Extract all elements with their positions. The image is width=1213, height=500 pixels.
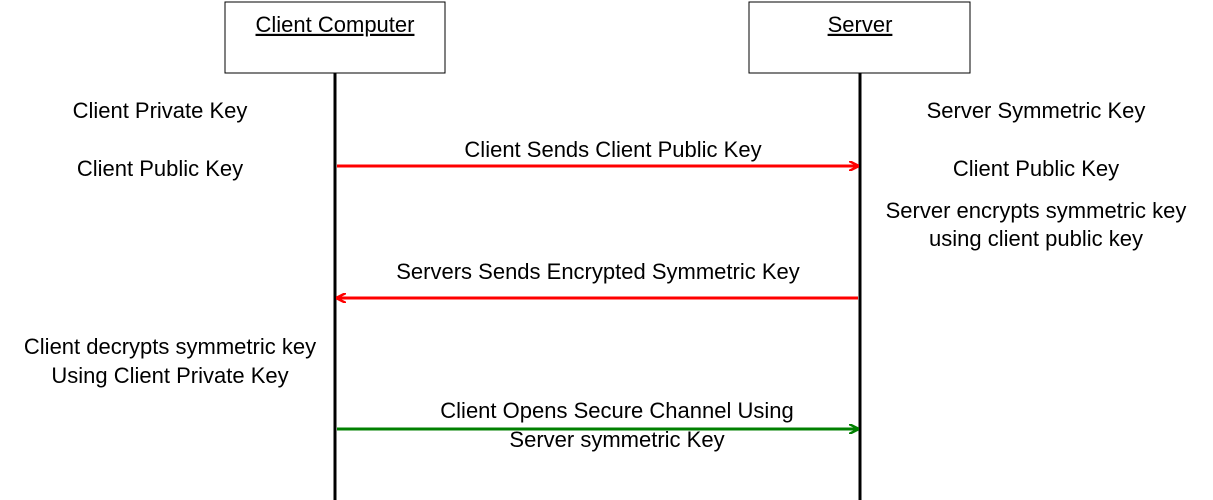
participant-box: [224, 1, 446, 74]
note: using client public key: [929, 226, 1143, 251]
message-label: Server symmetric Key: [509, 427, 724, 452]
note: Client decrypts symmetric key: [24, 334, 316, 359]
note: Using Client Private Key: [51, 363, 288, 388]
note: Server Symmetric Key: [927, 98, 1146, 123]
participant-label: Server: [828, 12, 893, 37]
note: Client Private Key: [73, 98, 248, 123]
message-label: Servers Sends Encrypted Symmetric Key: [396, 259, 799, 284]
note: Client Public Key: [77, 156, 243, 181]
message-label: Client Opens Secure Channel Using: [440, 398, 793, 423]
message-label: Client Sends Client Public Key: [464, 137, 761, 162]
participant-box: [748, 1, 971, 74]
participant-label: Client Computer: [256, 12, 415, 37]
note: Client Public Key: [953, 156, 1119, 181]
note: Server encrypts symmetric key: [886, 198, 1187, 223]
